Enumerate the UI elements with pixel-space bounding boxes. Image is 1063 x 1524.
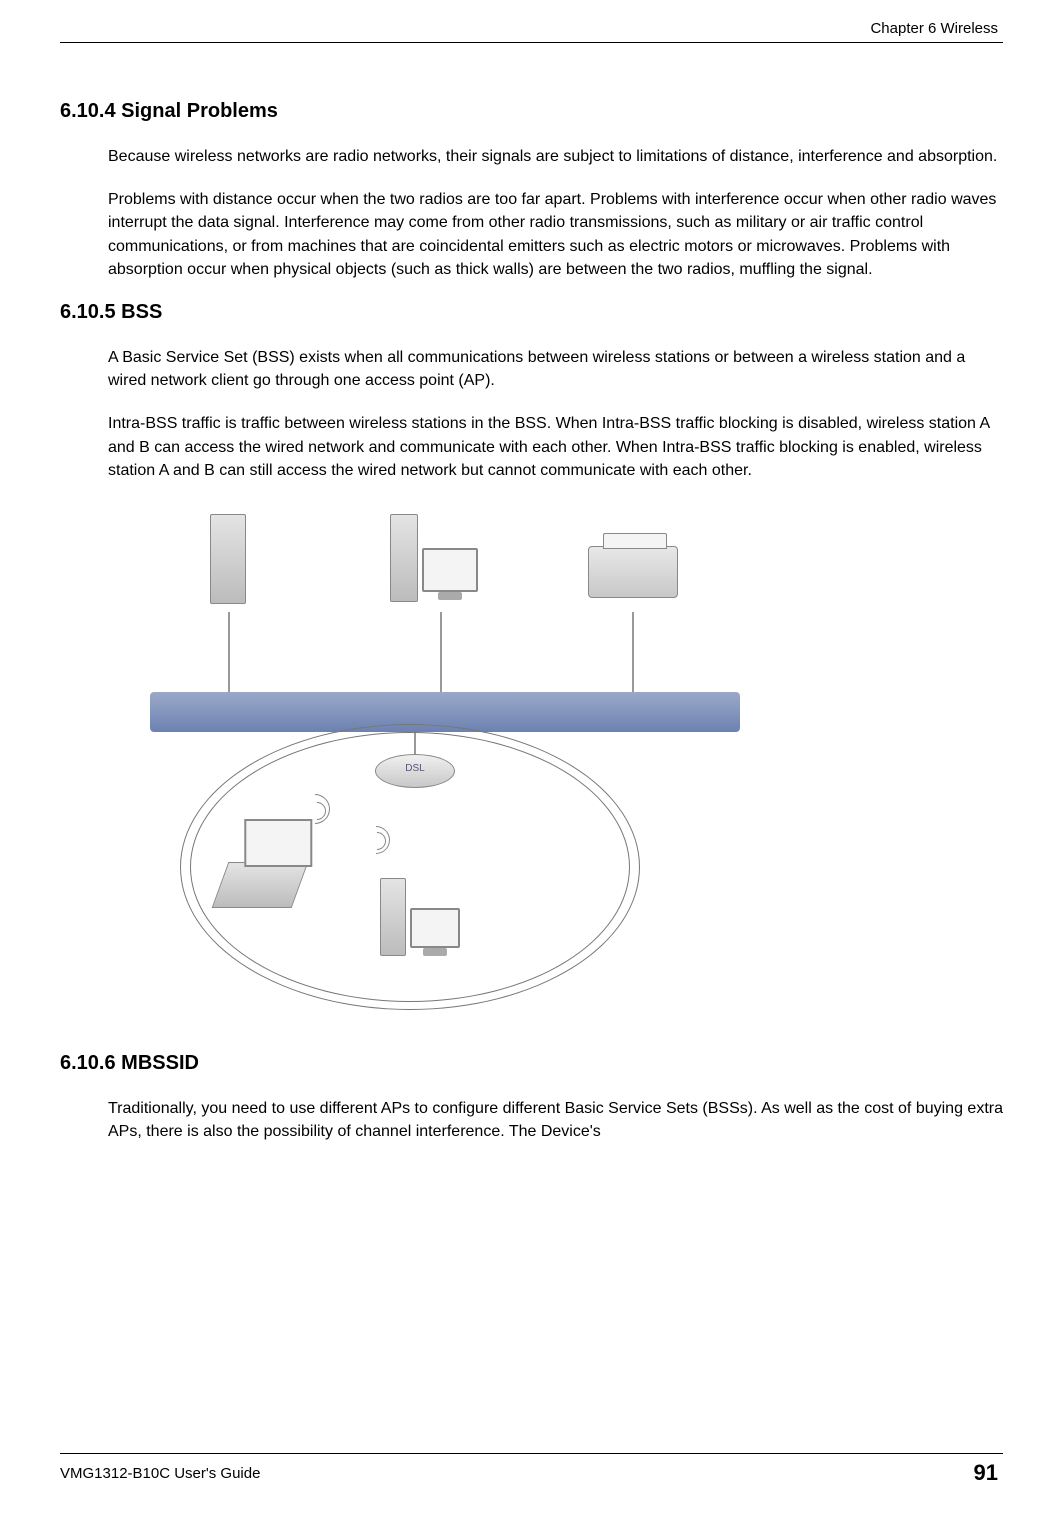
header-rule <box>60 42 1003 43</box>
chapter-label: Chapter 6 Wireless <box>870 20 998 37</box>
heading-6-10-4: 6.10.4 Signal Problems <box>60 100 1003 123</box>
para-6-10-4-1: Because wireless networks are radio netw… <box>108 145 1003 168</box>
printer-icon <box>588 546 678 598</box>
wire-printer <box>632 612 634 692</box>
para-6-10-4-2: Problems with distance occur when the tw… <box>108 188 1003 281</box>
desktop-icon <box>390 514 478 602</box>
page-number: 91 <box>974 1460 998 1486</box>
para-6-10-6-1: Traditionally, you need to use different… <box>108 1097 1003 1143</box>
page: Chapter 6 Wireless 6.10.4 Signal Problem… <box>0 0 1063 1524</box>
wire-pc <box>440 612 442 692</box>
para-6-10-5-2: Intra-BSS traffic is traffic between wir… <box>108 412 1003 482</box>
figure-44-diagram <box>150 502 740 1012</box>
heading-6-10-6: 6.10.6 MBSSID <box>60 1052 1003 1075</box>
laptop-a-icon <box>220 862 300 908</box>
desktop-b-icon <box>380 878 460 956</box>
para-6-10-5-1: A Basic Service Set (BSS) exists when al… <box>108 346 1003 392</box>
page-content: 6.10.4 Signal Problems Because wireless … <box>60 80 1003 1163</box>
heading-6-10-5: 6.10.5 BSS <box>60 301 1003 324</box>
footer-rule <box>60 1453 1003 1454</box>
footer-guide-title: VMG1312-B10C User's Guide <box>60 1465 260 1482</box>
wire-server <box>228 612 230 692</box>
access-point-icon <box>375 754 455 788</box>
server-icon <box>210 514 246 604</box>
